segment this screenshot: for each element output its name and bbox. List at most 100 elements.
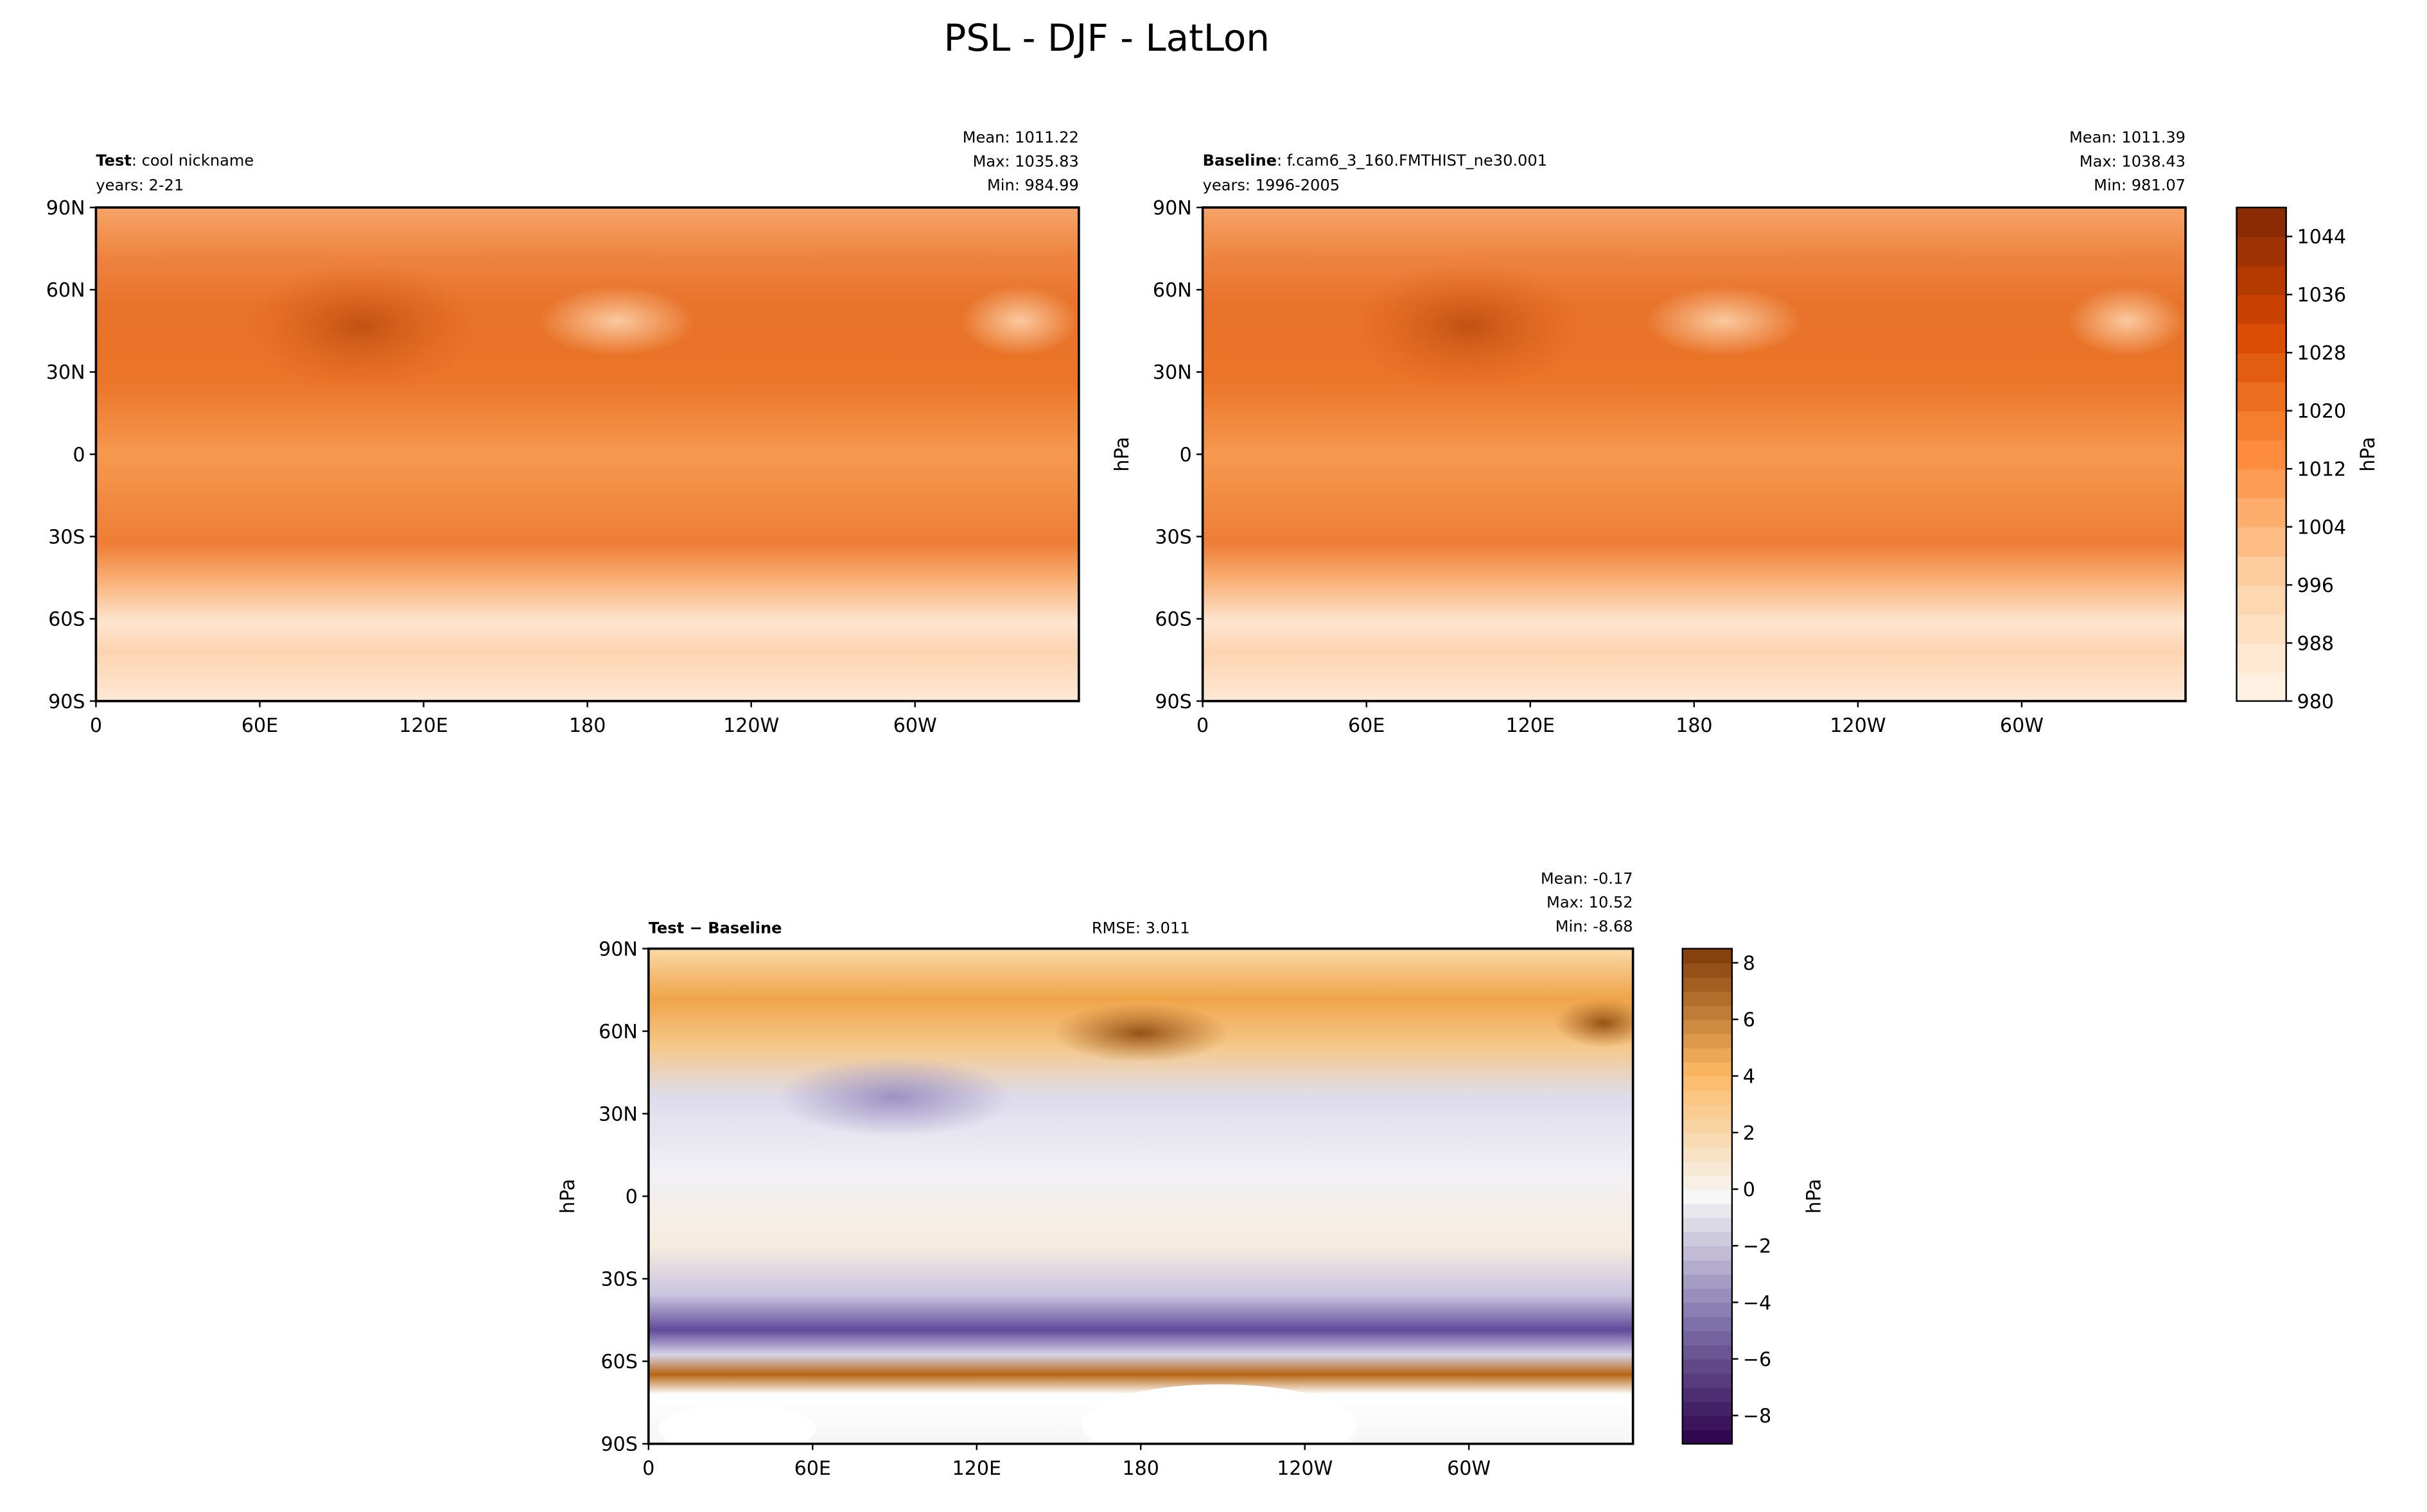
colorbar-band xyxy=(1682,1359,1732,1374)
colorbar-tick-label: 988 xyxy=(2297,632,2334,655)
colorbar-band xyxy=(2236,555,2286,586)
colorbar-band xyxy=(1682,1401,1732,1416)
y-tick-label: 0 xyxy=(626,1186,638,1208)
x-tick-label: 120W xyxy=(723,715,779,737)
x-tick-label: 0 xyxy=(90,715,102,737)
colorbar-band xyxy=(1682,1090,1732,1105)
x-tick-label: 180 xyxy=(569,715,606,737)
colorbar-band xyxy=(1682,1429,1732,1445)
panel-title: Baseline: f.cam6_3_160.FMTHIST_ne30.001 xyxy=(1203,152,1547,169)
colorbar-label: hPa xyxy=(1803,1179,1825,1213)
stat: Min: 981.07 xyxy=(2094,177,2186,195)
colorbar-band xyxy=(1682,1019,1732,1034)
y-tick-label: 30N xyxy=(599,1103,638,1125)
colorbar-band xyxy=(1682,1302,1732,1317)
colorbar-band xyxy=(1682,1344,1732,1360)
colorbar-band xyxy=(1682,1005,1732,1020)
colorbar-frame xyxy=(1681,948,1733,1445)
colorbar-band xyxy=(2236,324,2286,354)
antarctic xyxy=(658,1404,816,1444)
map-panel: 0 60E 120E 180 120W 60W 90N 60N 30N 0 30S 60S 90S Tes… xyxy=(46,128,1080,737)
colorbar-band xyxy=(1682,1133,1732,1148)
colorbar-band xyxy=(2236,439,2286,470)
colorbar-tick-label: 6 xyxy=(1743,1009,1755,1032)
colorbar-band xyxy=(2236,294,2286,324)
field xyxy=(648,948,1633,1444)
colorbar-band xyxy=(1682,1387,1732,1402)
stat: Max: 1035.83 xyxy=(973,152,1079,170)
colorbar-tick-label: −2 xyxy=(1743,1235,1771,1258)
x-tick-label: 60E xyxy=(241,715,278,737)
colorbar-label: hPa xyxy=(2357,437,2379,471)
colorbar-tick-label: 2 xyxy=(1743,1122,1755,1145)
field xyxy=(96,207,1079,701)
field-base xyxy=(1202,207,2186,701)
y-tick-label: 30S xyxy=(1155,526,1191,549)
x-tick-label: 120E xyxy=(1506,715,1555,737)
colorbar-tick-label: 0 xyxy=(1743,1179,1755,1201)
colorbar-band xyxy=(1682,1288,1732,1303)
panel-subtitle: years: 2-21 xyxy=(96,177,184,195)
figure-title: PSL - DJF - LatLon xyxy=(943,16,1269,60)
x-tick-label: 180 xyxy=(1676,715,1712,737)
stat: Min: -8.68 xyxy=(1555,917,1633,935)
y-tick-label: 60N xyxy=(599,1021,638,1043)
stat: Mean: 1011.39 xyxy=(2069,128,2186,146)
colorbar-band xyxy=(1682,1203,1732,1219)
high xyxy=(1350,261,1586,390)
low xyxy=(538,286,696,356)
colorbar-band xyxy=(1682,1061,1732,1077)
stat: Mean: 1011.22 xyxy=(963,128,1079,146)
high xyxy=(243,261,480,390)
colorbar-band xyxy=(2236,469,2286,499)
map-panel: 0 60E 120E 180 120W 60W 90N 60N 30N 0 30S 60S 90S Bas… xyxy=(1111,128,2379,737)
colorbar-band xyxy=(2236,352,2286,383)
x-tick-label: 180 xyxy=(1122,1457,1159,1480)
colorbar-tick-label: 980 xyxy=(2297,691,2334,713)
colorbar-band xyxy=(1682,1217,1732,1233)
colorbar-band xyxy=(1682,977,1732,992)
colorbar-band xyxy=(1682,1373,1732,1388)
y-axis-label: hPa xyxy=(557,1179,579,1213)
stat: Mean: -0.17 xyxy=(1541,869,1633,887)
field xyxy=(1202,207,2186,701)
y-tick-label: 90N xyxy=(599,938,638,960)
x-tick-label: 120E xyxy=(952,1457,1002,1480)
y-tick-label: 90S xyxy=(48,691,85,713)
panel-title-bold: Baseline xyxy=(1203,152,1277,169)
x-tick-label: 0 xyxy=(1196,715,1209,737)
colorbar-band xyxy=(1682,1147,1732,1162)
y-tick-label: 0 xyxy=(1180,444,1192,466)
colorbar-tick-label: 1044 xyxy=(2297,226,2347,248)
panel-title: Test − Baseline xyxy=(649,919,782,937)
colorbar-band xyxy=(2236,585,2286,615)
y-tick-label: 60S xyxy=(48,609,85,631)
panel-title-bold: Test xyxy=(96,152,131,169)
colorbar-band xyxy=(1682,948,1732,964)
colorbar-tick-label: 1028 xyxy=(2297,342,2347,365)
colorbar-tick-label: −8 xyxy=(1743,1405,1771,1428)
y-tick-label: 60S xyxy=(1155,609,1191,631)
colorbar-band xyxy=(2236,614,2286,644)
y-tick-label: 30N xyxy=(1153,361,1192,384)
colorbar-band xyxy=(1682,1274,1732,1289)
colorbar-band xyxy=(1682,1189,1732,1204)
field-base xyxy=(96,207,1079,701)
x-tick-label: 120E xyxy=(399,715,448,737)
x-tick-label: 0 xyxy=(642,1457,654,1480)
colorbar-band xyxy=(2236,498,2286,528)
colorbar-tick-label: 4 xyxy=(1743,1066,1755,1088)
colorbar-band xyxy=(1682,1118,1732,1133)
colorbar-band xyxy=(1682,1033,1732,1048)
colorbar-band xyxy=(2236,236,2286,266)
y-tick-label: 0 xyxy=(73,444,85,466)
colorbar-tick-label: 1036 xyxy=(2297,284,2347,307)
y-tick-label: 90S xyxy=(1155,691,1191,713)
y-tick-label: 60N xyxy=(46,279,85,302)
y-tick-label: 30S xyxy=(48,526,85,549)
colorbar-band xyxy=(1682,1231,1732,1247)
stat: Max: 10.52 xyxy=(1546,894,1633,912)
antarctic xyxy=(1082,1384,1358,1444)
colorbar-band xyxy=(1682,1104,1732,1119)
colorbar-band xyxy=(2236,381,2286,412)
